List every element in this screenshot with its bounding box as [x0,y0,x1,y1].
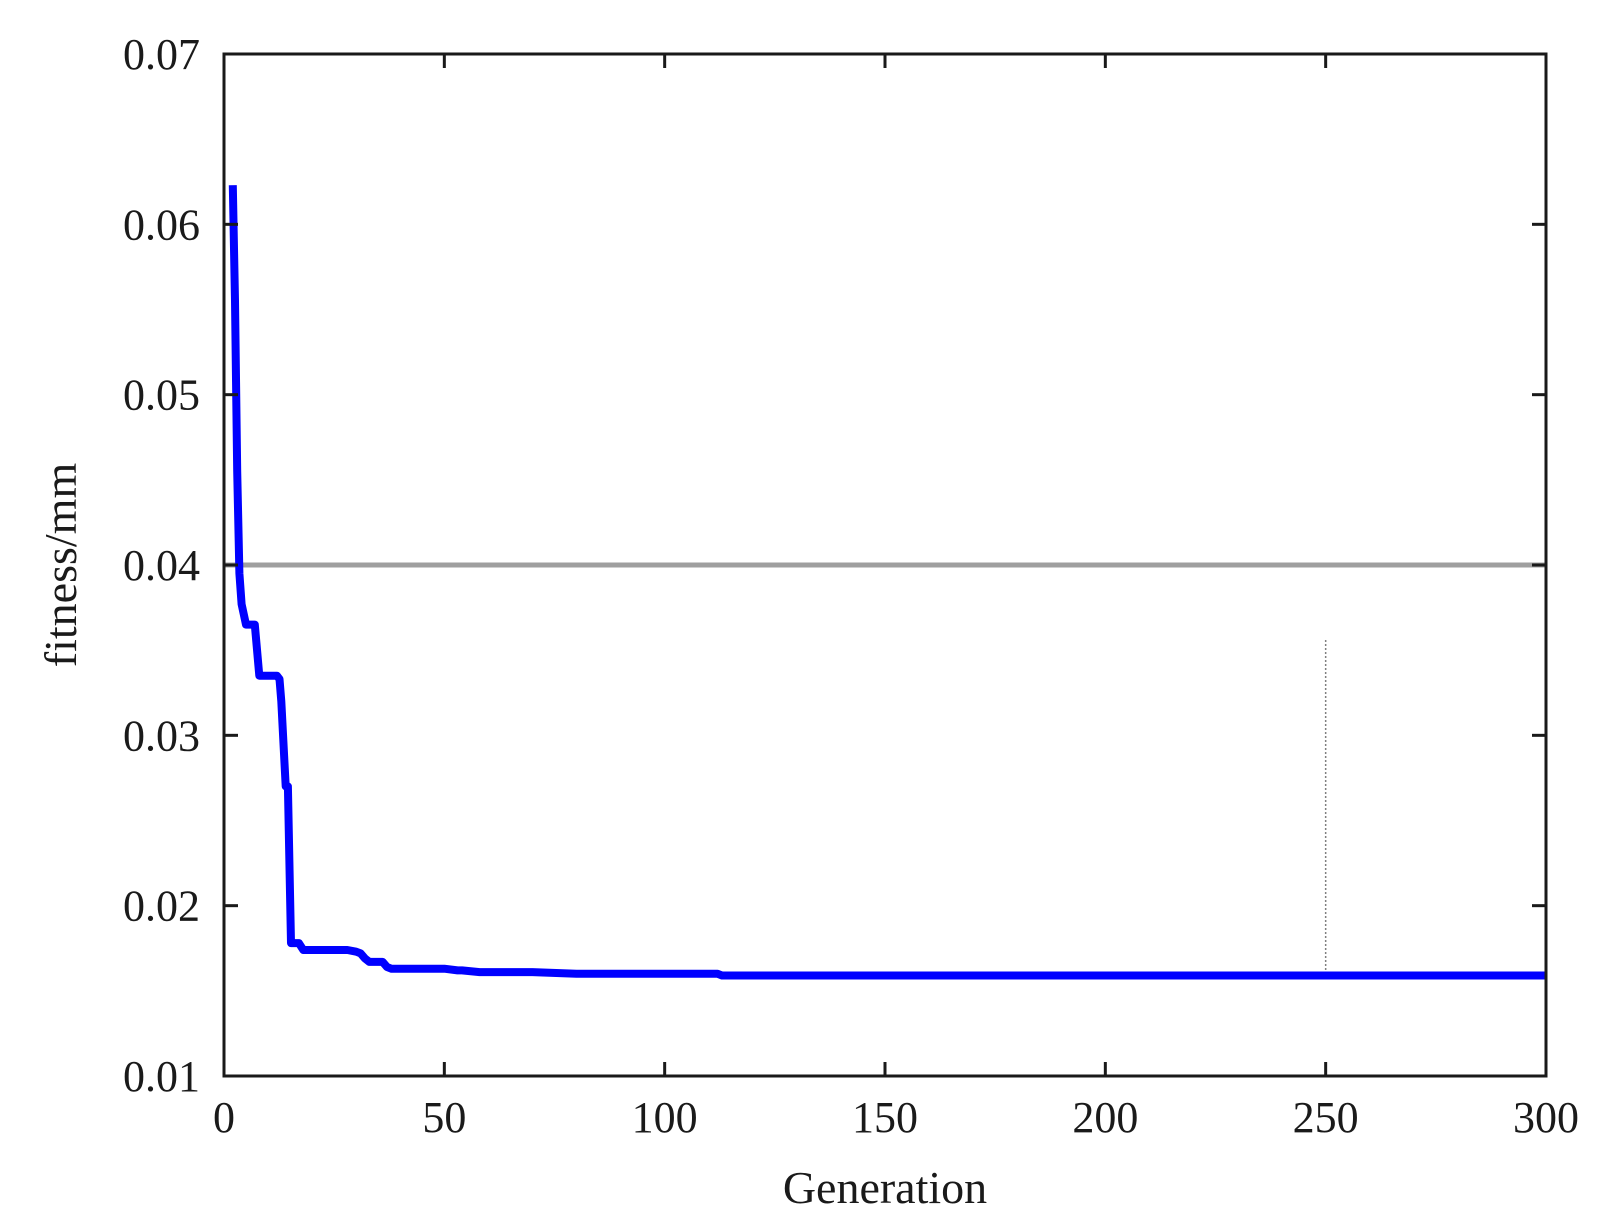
y-axis-label: fitness/mm [35,463,86,668]
x-tick-label: 200 [1072,1093,1138,1142]
y-tick-label: 0.03 [123,711,200,760]
tick-labels: 0 50 100 150 200 250 300 0.01 0.02 0.03 0.04 0.05 0.… [123,30,1579,1142]
y-tick-label: 0.04 [123,541,200,590]
series-line [228,185,1546,980]
reference-lines [224,562,1546,976]
x-tick-label: 0 [213,1093,235,1142]
y-tick-label: 0.01 [123,1052,200,1101]
x-tick-label: 250 [1293,1093,1359,1142]
y-tick-label: 0.06 [123,200,200,249]
x-axis-label: Generation [783,1162,987,1213]
x-tick-label: 50 [422,1093,466,1142]
series-layer [228,185,1546,980]
x-tick-label: 100 [632,1093,698,1142]
x-tick-label: 150 [852,1093,918,1142]
y-tick-label: 0.02 [123,882,200,931]
y-tick-label: 0.05 [123,371,200,420]
plot-frame [222,52,1548,1078]
x-tick-label: 300 [1513,1093,1579,1142]
y-tick-label: 0.07 [123,30,200,79]
